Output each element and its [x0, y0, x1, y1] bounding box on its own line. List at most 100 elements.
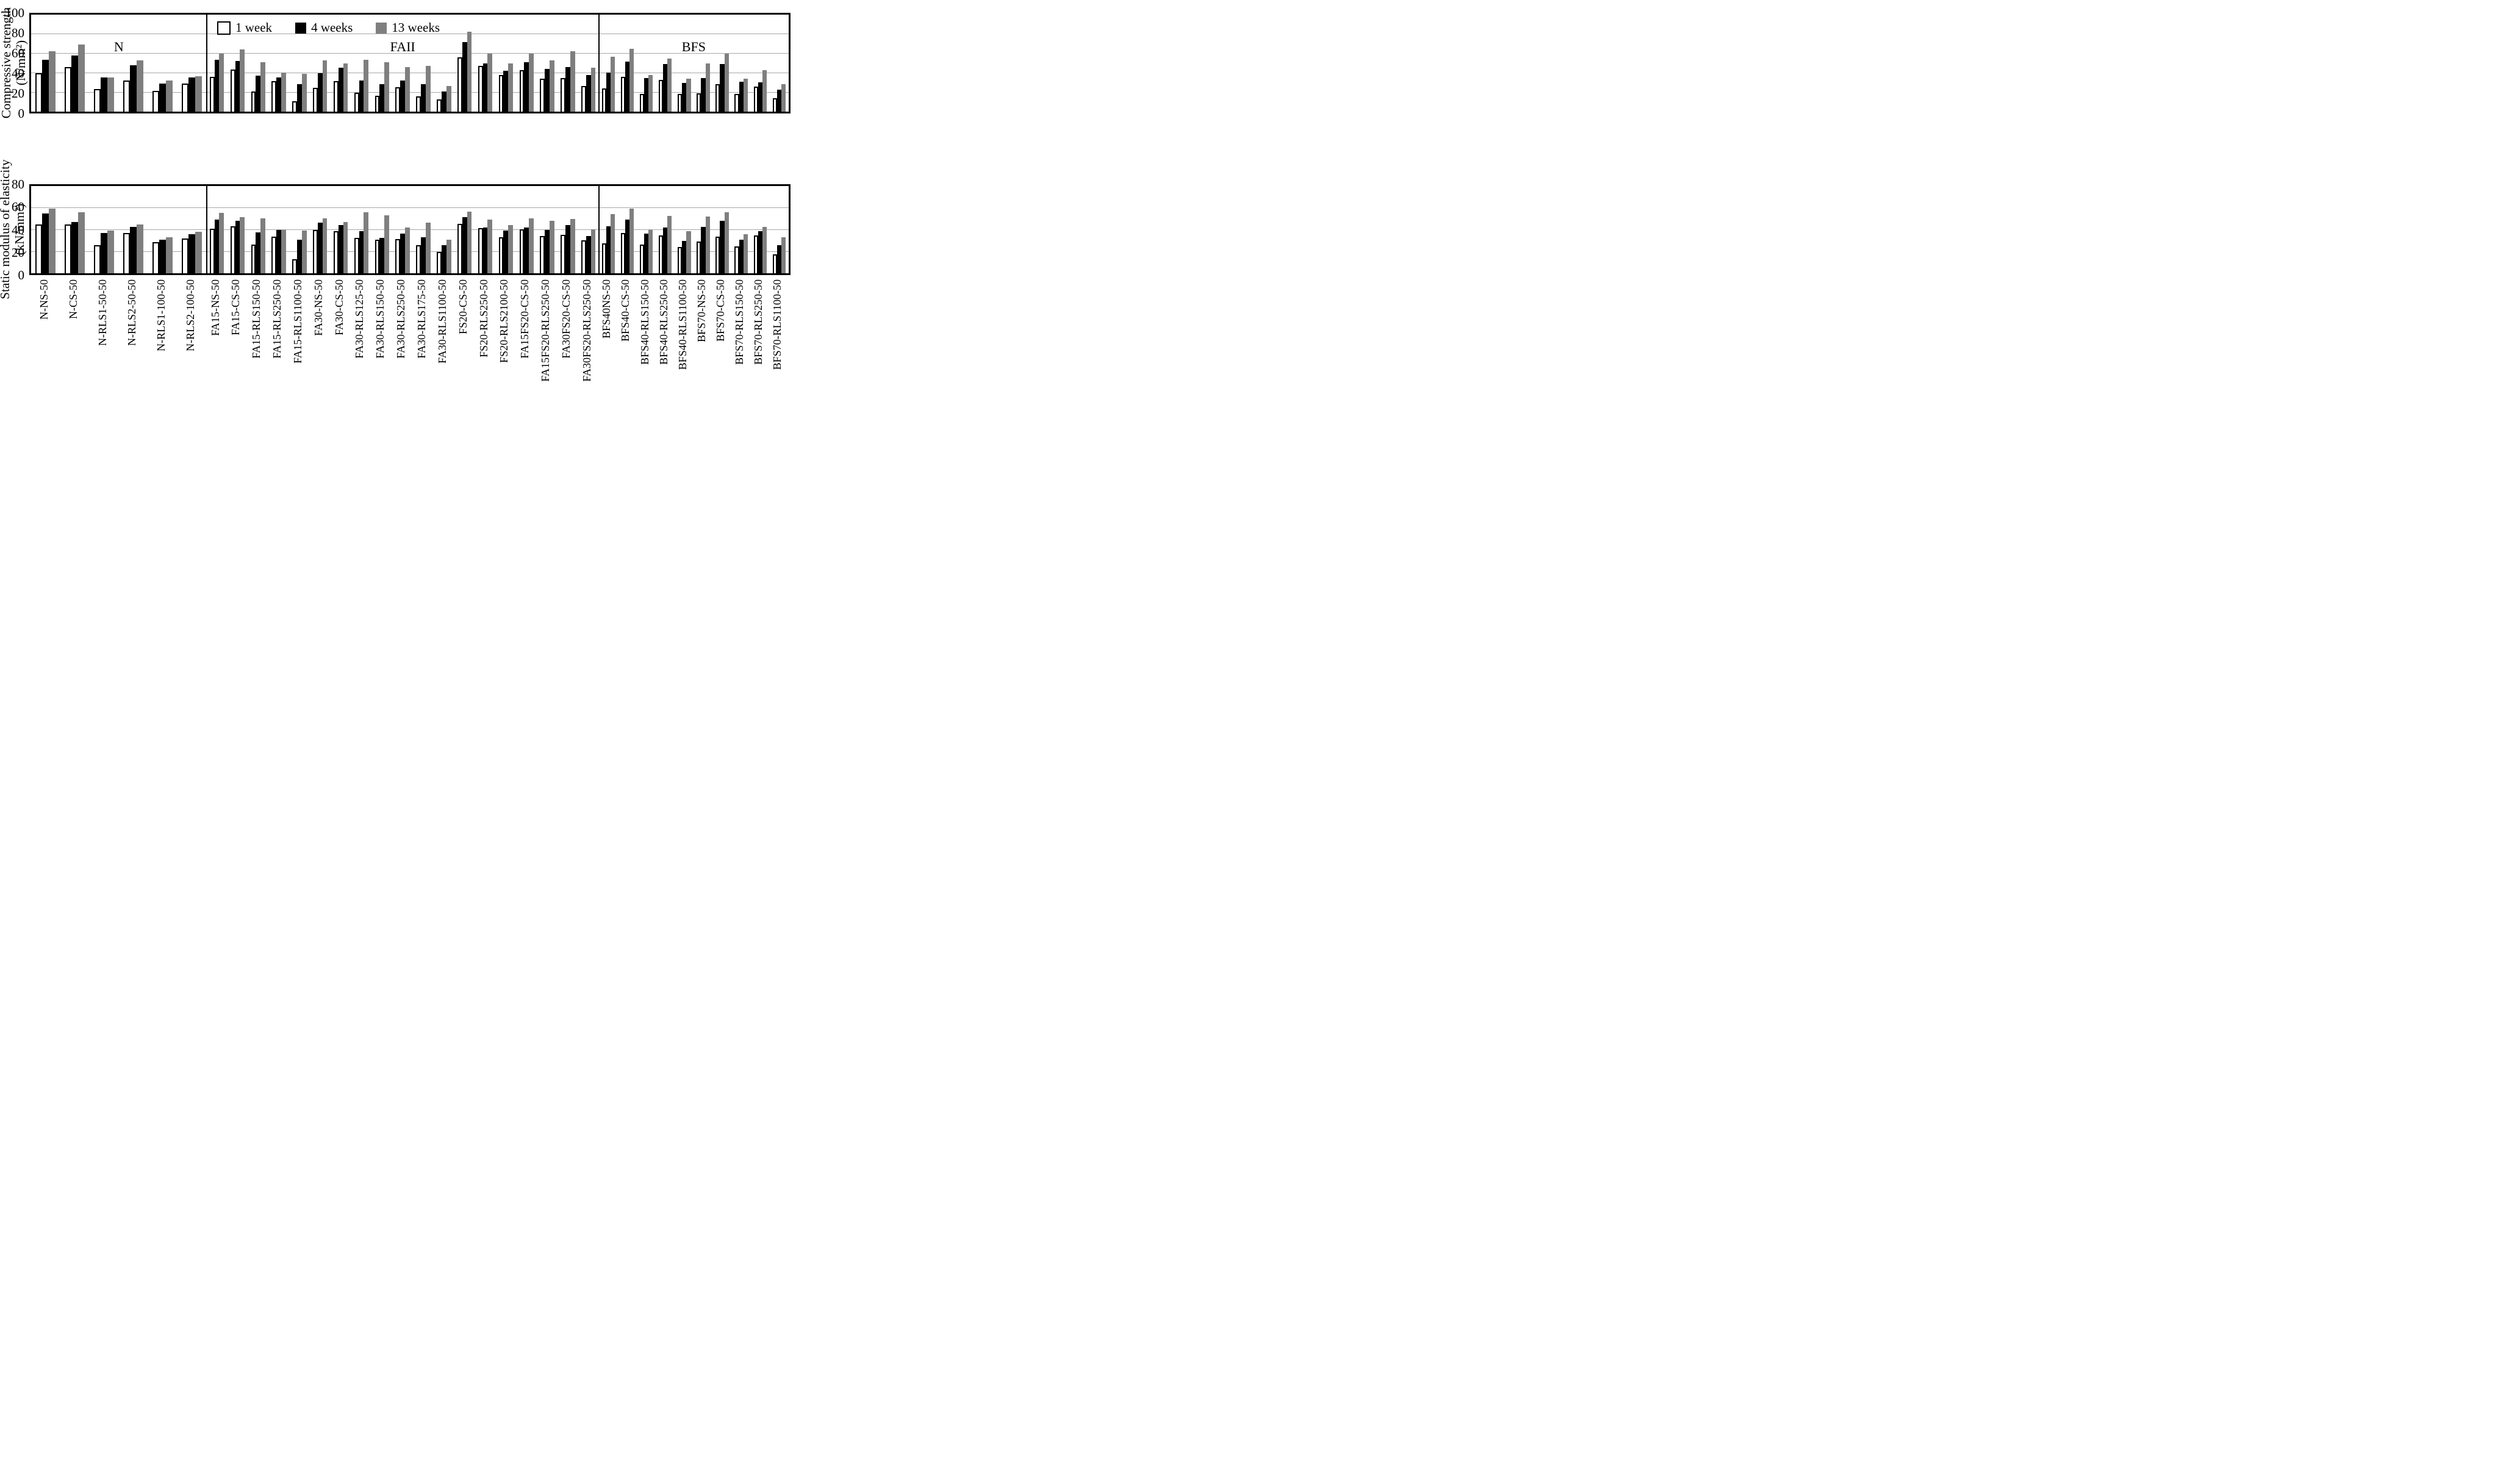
- section-label-FAII: FAII: [390, 39, 415, 54]
- bar-BFS70-RLS150-50-1-week: [734, 93, 739, 112]
- bar-group-FS20-RLS250-50: [475, 15, 496, 112]
- x-label-section-FAII: FA15-NS-50 FA15-CS-50 FA15-RLS150-50 FA15-R…: [205, 279, 597, 487]
- section-divider-2: [598, 186, 600, 273]
- x-label-FA15-RLS250-50: FA15-RLS250-50: [271, 279, 284, 359]
- bar-N-CS-50-1-week: [65, 66, 72, 112]
- bar-FA15-RLS1100-50-13-weeks: [301, 231, 307, 273]
- bar-group-FA15-NS-50: [207, 186, 228, 273]
- bar-BFS70-RLS150-50-4-weeks: [739, 239, 744, 273]
- bar-FA15FS20-CS-50-1-week: [519, 229, 525, 273]
- bar-group-FA15FS20-CS-50: [516, 15, 537, 112]
- section-bars-BFS: [599, 15, 789, 112]
- bar-group-N-RLS1-100-50: [148, 15, 177, 112]
- bar-group-BFS70-NS-50: [694, 186, 712, 273]
- bar-BFS70-RLS150-50-13-weeks: [743, 78, 748, 112]
- x-axis-labels: N-NS-50 N-CS-50 N-RLS1-50-50 N-RLS2-50-50 N-…: [29, 279, 791, 487]
- legend: 1 week 4 weeks 13 weeks: [217, 20, 440, 35]
- x-label-FA15-RLS1100-50: FA15-RLS1100-50: [291, 279, 304, 364]
- bar-FS20-RLS2100-50-4-weeks: [503, 71, 509, 112]
- bar-FA15-RLS1100-50-13-weeks: [301, 74, 307, 112]
- bar-BFS70-CS-50-4-weeks: [720, 64, 725, 112]
- section-label-N: N: [113, 39, 124, 54]
- bar-FA30-CS-50-1-week: [333, 231, 339, 273]
- bar-group-FA15-RLS150-50: [248, 186, 268, 273]
- legend-label-13-weeks: 13 weeks: [392, 20, 440, 35]
- bar-group-N-RLS1-50-50: [90, 186, 119, 273]
- x-label-FA15FS20-CS-50: FA15FS20-CS-50: [518, 279, 531, 359]
- x-label-cell-FA15FS20-CS-50: FA15FS20-CS-50: [514, 279, 535, 487]
- bar-BFS70-RLS250-50-4-weeks: [758, 231, 762, 273]
- bar-FS20-RLS2100-50-1-week: [498, 75, 504, 112]
- bar-group-BFS70-RLS250-50: [751, 15, 770, 112]
- bar-BFS70-RLS250-50-1-week: [753, 87, 758, 112]
- x-label-FS20-CS-50: FS20-CS-50: [456, 279, 469, 335]
- bar-FA30-RLS150-50-4-weeks: [379, 84, 385, 112]
- bar-group-FA15FS20-RLS250-50: [537, 186, 558, 273]
- bar-N-RLS1-100-50-4-weeks: [159, 83, 167, 112]
- bar-FA15FS20-CS-50-4-weeks: [524, 62, 529, 112]
- bar-FA15-NS-50-1-week: [209, 76, 215, 112]
- bar-FA30FS20-RLS250-50-13-weeks: [590, 229, 596, 273]
- bar-BFS40NS-50-4-weeks: [606, 73, 611, 112]
- bar-FA30-CS-50-13-weeks: [343, 63, 348, 112]
- bar-BFS70-NS-50-1-week: [697, 93, 701, 112]
- bar-N-NS-50-1-week: [35, 73, 43, 112]
- bar-FA15-CS-50-13-weeks: [240, 217, 245, 273]
- bar-FA15FS20-CS-50-13-weeks: [529, 218, 534, 273]
- bar-FA15-RLS150-50-1-week: [251, 244, 256, 273]
- bar-BFS70-RLS150-50-1-week: [734, 246, 739, 273]
- bar-group-N-RLS1-50-50: [90, 15, 119, 112]
- bar-BFS70-NS-50-1-week: [697, 242, 701, 273]
- bar-BFS70-RLS1100-50-1-week: [772, 98, 777, 112]
- bar-N-CS-50-13-weeks: [78, 45, 85, 112]
- bar-group-BFS40-RLS1100-50: [675, 186, 694, 273]
- bar-N-RLS1-50-50-1-week: [94, 88, 101, 112]
- bar-FA30-RLS250-50-4-weeks: [400, 233, 406, 273]
- bar-N-RLS2-50-50-4-weeks: [130, 65, 137, 112]
- bar-BFS40-RLS150-50-4-weeks: [644, 233, 649, 273]
- bar-FA15-NS-50-4-weeks: [214, 59, 220, 112]
- bar-FA30-RLS250-50-13-weeks: [405, 227, 410, 273]
- bar-BFS70-CS-50-13-weeks: [724, 212, 729, 273]
- bar-FA15FS20-RLS250-50-4-weeks: [545, 230, 550, 273]
- bar-BFS70-RLS1100-50-4-weeks: [776, 90, 782, 112]
- bar-FS20-RLS2100-50-4-weeks: [503, 231, 509, 273]
- bar-N-RLS1-50-50-13-weeks: [107, 231, 115, 273]
- bar-FS20-RLS250-50-4-weeks: [482, 63, 488, 112]
- bar-BFS70-RLS1100-50-4-weeks: [776, 245, 782, 273]
- bar-FS20-RLS250-50-13-weeks: [487, 54, 493, 112]
- bar-FA30-RLS125-50-13-weeks: [364, 59, 369, 112]
- bar-FS20-CS-50-13-weeks: [467, 212, 472, 273]
- bar-FA30-RLS125-50-4-weeks: [359, 231, 364, 273]
- bar-FA30-RLS175-50-1-week: [416, 96, 421, 112]
- bar-FA30FS20-CS-50-4-weeks: [565, 225, 570, 273]
- bar-FA30-RLS125-50-1-week: [354, 93, 359, 112]
- bar-FA30-RLS1100-50-1-week: [437, 252, 442, 273]
- bar-FA30-RLS175-50-13-weeks: [425, 66, 431, 112]
- bar-FS20-RLS2100-50-1-week: [498, 237, 504, 273]
- bar-group-FA15-RLS150-50: [248, 15, 268, 112]
- x-label-cell-BFS70-RLS150-50: BFS70-RLS150-50: [730, 279, 749, 487]
- bar-group-N-NS-50: [31, 15, 60, 112]
- bar-group-FS20-CS-50: [454, 186, 475, 273]
- x-label-N-NS-50: N-NS-50: [37, 279, 50, 320]
- bar-N-RLS2-100-50-4-weeks: [188, 234, 196, 273]
- bar-group-FA15FS20-RLS250-50: [537, 15, 558, 112]
- bar-FS20-RLS250-50-13-weeks: [487, 219, 493, 273]
- bar-BFS40-RLS150-50-1-week: [639, 93, 644, 112]
- bar-BFS40-RLS1100-50-13-weeks: [686, 78, 691, 112]
- bar-BFS40-RLS250-50-1-week: [658, 235, 664, 273]
- bar-BFS40-RLS1100-50-1-week: [678, 93, 683, 112]
- x-label-FA30-RLS150-50: FA30-RLS150-50: [374, 279, 387, 359]
- bar-FA15-RLS250-50-4-weeks: [276, 77, 281, 112]
- bar-FA30-RLS150-50-1-week: [375, 95, 380, 112]
- bar-group-BFS40-RLS1100-50: [675, 15, 694, 112]
- x-label-FA30-CS-50: FA30-CS-50: [332, 279, 345, 335]
- bar-group-FS20-RLS2100-50: [495, 15, 516, 112]
- bar-BFS40-CS-50-4-weeks: [625, 220, 630, 273]
- bar-FA15-RLS250-50-4-weeks: [276, 230, 281, 273]
- bar-BFS70-CS-50-13-weeks: [724, 53, 729, 112]
- y-tick-label-20: 20: [12, 245, 24, 260]
- bar-FA30-RLS250-50-13-weeks: [405, 66, 410, 112]
- legend-swatch-1-week: [217, 21, 231, 35]
